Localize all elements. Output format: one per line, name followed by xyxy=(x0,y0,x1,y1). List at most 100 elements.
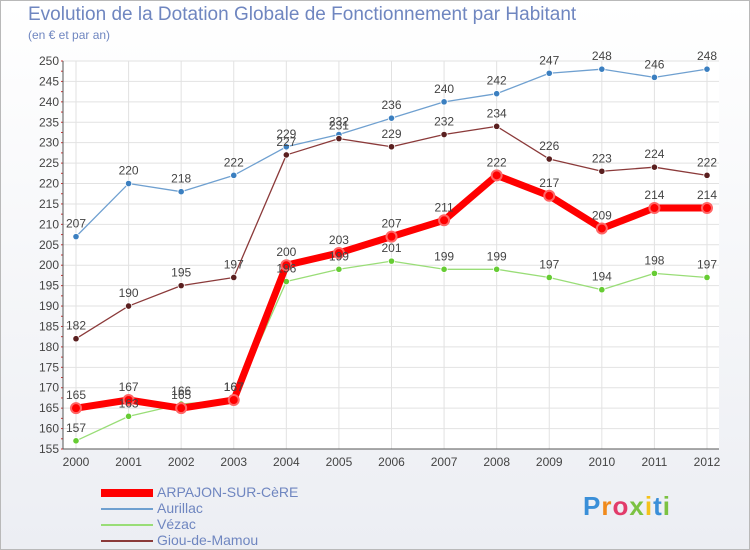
data-label: 209 xyxy=(592,208,612,222)
data-point xyxy=(335,135,343,143)
data-label: 197 xyxy=(224,257,244,271)
data-label: 197 xyxy=(697,257,717,271)
x-tick-label: 2005 xyxy=(326,455,353,469)
y-tick-label: 225 xyxy=(39,156,59,170)
data-label: 247 xyxy=(539,53,559,67)
data-label: 163 xyxy=(119,396,139,410)
data-label: 222 xyxy=(224,155,244,169)
y-tick-label: 175 xyxy=(39,360,59,374)
y-tick-label: 245 xyxy=(39,74,59,88)
data-label: 226 xyxy=(539,139,559,153)
data-point xyxy=(177,282,185,290)
y-tick-label: 210 xyxy=(39,217,59,231)
y-tick-label: 170 xyxy=(39,381,59,395)
y-tick-label: 185 xyxy=(39,319,59,333)
y-tick-label: 250 xyxy=(39,54,59,68)
y-tick-label: 200 xyxy=(39,258,59,272)
data-point xyxy=(177,188,185,196)
logo-letter: P xyxy=(583,491,602,521)
data-point xyxy=(493,265,501,273)
data-point xyxy=(598,167,606,175)
data-point xyxy=(335,265,343,273)
data-point xyxy=(703,273,711,282)
data-label: 182 xyxy=(66,319,86,333)
data-point xyxy=(387,143,396,151)
data-label: 236 xyxy=(381,98,401,112)
data-label: 242 xyxy=(487,74,507,88)
data-label: 196 xyxy=(276,262,296,276)
data-point xyxy=(440,130,448,139)
legend-label: Vézac xyxy=(157,516,196,532)
data-label: 198 xyxy=(644,253,664,267)
data-label: 214 xyxy=(644,188,664,202)
legend-label: Aurillac xyxy=(157,500,203,516)
data-point xyxy=(650,163,659,171)
data-label: 222 xyxy=(487,155,507,169)
y-tick-label: 240 xyxy=(39,95,59,109)
data-point xyxy=(227,393,240,406)
data-label: 201 xyxy=(381,241,401,255)
data-point xyxy=(280,259,293,272)
x-tick-label: 2009 xyxy=(536,455,563,469)
data-label: 194 xyxy=(592,270,612,284)
data-label: 200 xyxy=(276,245,296,259)
data-label: 223 xyxy=(592,151,612,165)
data-label: 199 xyxy=(329,249,349,263)
data-point xyxy=(648,202,661,215)
data-label: 222 xyxy=(697,155,717,169)
data-label: 199 xyxy=(487,249,507,263)
data-point xyxy=(493,90,501,98)
y-tick-label: 165 xyxy=(39,401,59,415)
x-tick-label: 2007 xyxy=(431,455,458,469)
data-label: 197 xyxy=(539,257,559,271)
data-point xyxy=(703,171,711,179)
data-point xyxy=(595,222,608,235)
data-label: 217 xyxy=(539,176,559,190)
data-point xyxy=(440,98,448,106)
logo-letter: i xyxy=(644,491,654,521)
data-point xyxy=(438,214,451,227)
data-point xyxy=(230,171,238,179)
data-label: 248 xyxy=(592,49,612,63)
data-point xyxy=(122,393,135,406)
data-point xyxy=(650,73,659,81)
legend-swatch xyxy=(101,489,153,497)
data-label: 234 xyxy=(487,106,507,120)
data-label: 203 xyxy=(329,233,349,247)
data-point xyxy=(72,437,80,445)
y-tick-label: 155 xyxy=(39,442,59,456)
data-point xyxy=(72,335,80,343)
x-tick-label: 2000 xyxy=(63,455,90,469)
data-point xyxy=(543,189,556,202)
legend-swatch xyxy=(101,508,153,510)
legend-swatch xyxy=(101,524,153,526)
data-point xyxy=(124,179,133,188)
y-tick-label: 235 xyxy=(39,115,59,129)
legend-swatch xyxy=(101,540,153,542)
data-label: 165 xyxy=(66,388,86,402)
data-point xyxy=(545,69,553,77)
logo-letter: r xyxy=(601,491,613,521)
data-label: 157 xyxy=(66,421,86,435)
logo-letter: x xyxy=(629,491,645,521)
logo-letter: i xyxy=(662,491,671,521)
data-label: 190 xyxy=(119,286,139,300)
data-label: 232 xyxy=(329,115,349,129)
data-point xyxy=(387,257,396,265)
data-point xyxy=(385,230,398,243)
data-point xyxy=(124,302,133,310)
data-label: 165 xyxy=(171,388,191,402)
chart-title: Evolution de la Dotation Globale de Fonc… xyxy=(28,4,577,25)
data-label: 240 xyxy=(434,82,454,96)
legend-label: Giou-de-Mamou xyxy=(157,532,259,548)
data-label: 207 xyxy=(66,217,86,231)
y-tick-label: 190 xyxy=(39,299,59,313)
data-label: 227 xyxy=(276,135,296,149)
y-tick-label: 215 xyxy=(39,197,59,211)
x-tick-label: 2002 xyxy=(168,455,195,469)
data-label: 218 xyxy=(171,172,191,186)
data-point xyxy=(332,246,345,259)
data-label: 214 xyxy=(697,188,717,202)
data-point xyxy=(493,122,501,130)
